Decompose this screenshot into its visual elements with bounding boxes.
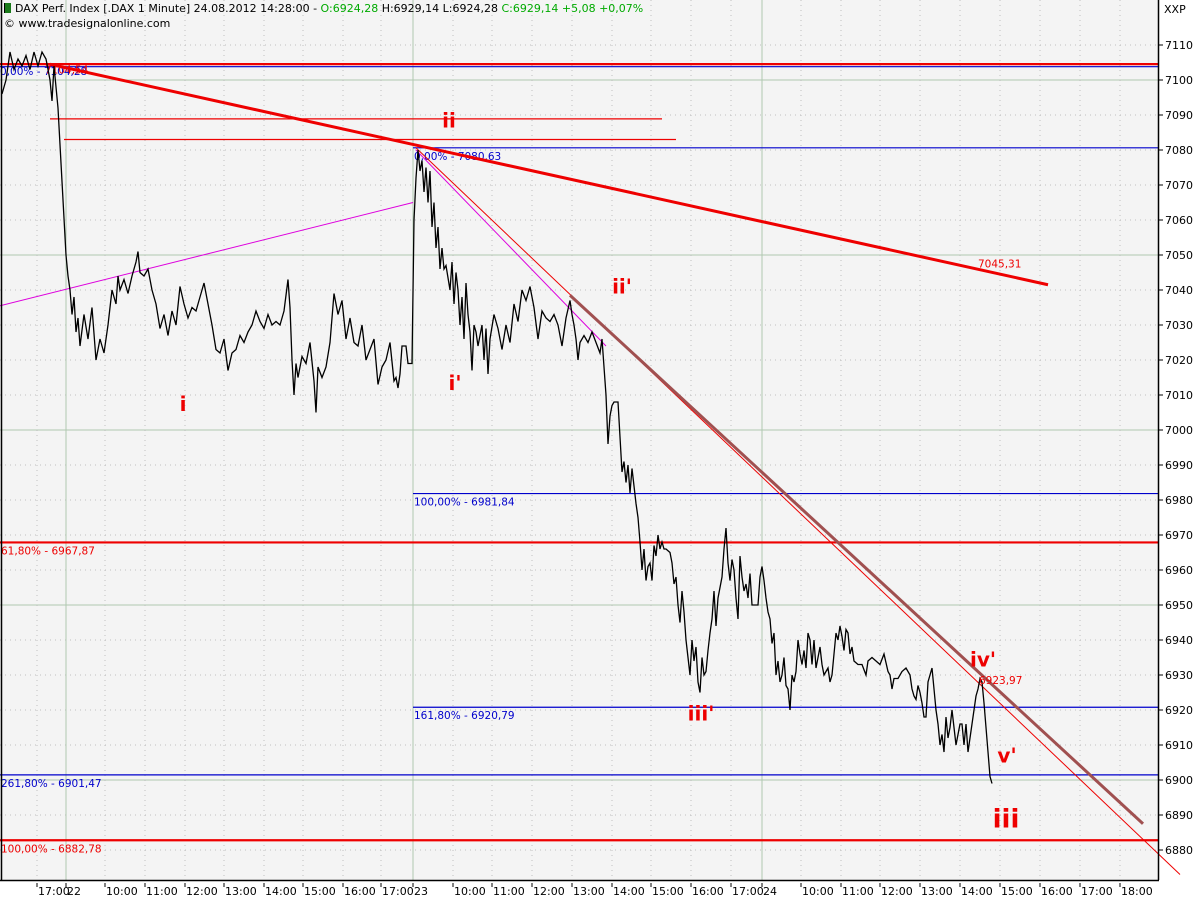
y-tick-label: 6880 [1165, 844, 1193, 857]
y-tick-label: 7030 [1165, 319, 1193, 332]
x-tick-label: 22 [67, 885, 81, 898]
y-tick-label: 7070 [1165, 179, 1193, 192]
x-tick-label: 11:00 [493, 885, 525, 898]
y-tick-label: 7000 [1165, 424, 1193, 437]
wave-label: ii [442, 108, 456, 132]
y-tick-label: 6930 [1165, 669, 1193, 682]
plot-background [0, 0, 1158, 880]
x-tick-label: 17:00 [732, 885, 764, 898]
y-tick-label: 6960 [1165, 564, 1193, 577]
trendline-magenta-up[interactable] [0, 202, 414, 307]
x-tick-label: 12:00 [186, 885, 218, 898]
x-tick-label: 17:00 [382, 885, 414, 898]
fib-label: 100,00% - 6981,84 [414, 497, 515, 509]
trendline-label: 7045,31 [978, 258, 1021, 270]
x-tick-label: 17:00 [1081, 885, 1113, 898]
y-tick-label: 7040 [1165, 284, 1193, 297]
y-tick-label: 6920 [1165, 704, 1193, 717]
trendline-main-downtrend[interactable] [49, 62, 1049, 287]
y-tick-label: 6940 [1165, 634, 1193, 647]
trendline-magenta-down[interactable] [415, 149, 607, 347]
y-tick-label: 7110 [1165, 39, 1193, 52]
y-tick-label: 7090 [1165, 109, 1193, 122]
price-label: 6923,97 [979, 675, 1022, 687]
price-series [1, 50, 993, 784]
y-tick-label: 7100 [1165, 74, 1193, 87]
wave-label: iii' [688, 702, 715, 726]
x-tick-label: 16:00 [1041, 885, 1073, 898]
ohlc-open: O:6924,28 [320, 2, 379, 15]
y-tick-label: 7050 [1165, 249, 1193, 262]
x-tick-label: 13:00 [225, 885, 257, 898]
trendline-thin-red-channel[interactable] [415, 147, 1181, 875]
fib-label: 261,80% - 6901,47 [1, 778, 102, 790]
wave-label: iv' [970, 647, 996, 671]
y-tick-label: 6970 [1165, 529, 1193, 542]
wave-label: i [180, 392, 187, 416]
x-tick-label: 17:00 [38, 885, 70, 898]
wave-label: iii [993, 804, 1020, 834]
ohlc-low: L:6924,28 [442, 2, 498, 15]
y-tick-label: 6980 [1165, 494, 1193, 507]
fib-label: 7104,54 [45, 65, 89, 77]
wave-label: i' [449, 371, 462, 395]
grid [0, 0, 1158, 880]
y-tick-label: 6900 [1165, 774, 1193, 787]
x-tick-label: 15:00 [304, 885, 336, 898]
trendlines: 7045,31 [0, 62, 1181, 875]
x-tick-label: 12:00 [533, 885, 565, 898]
x-tick-label: 13:00 [921, 885, 953, 898]
chart-header: DAX Perf. Index [.DAX 1 Minute] 24.08.20… [4, 2, 643, 15]
wave-label: v' [997, 744, 1016, 768]
y-tick-label: 6990 [1165, 459, 1193, 472]
x-tick-label: 15:00 [1001, 885, 1033, 898]
y-tick-label: 6950 [1165, 599, 1193, 612]
x-tick-label: 24 [763, 885, 777, 898]
x-tick-label: 14:00 [961, 885, 993, 898]
y-tick-label: 7060 [1165, 214, 1193, 227]
trendline-brown-channel[interactable] [568, 294, 1145, 825]
fib-label: 100,00% - 6882,78 [1, 843, 102, 855]
x-tick-label: 10:00 [802, 885, 834, 898]
candle-icon [4, 3, 11, 13]
x-tick-label: 10:00 [106, 885, 138, 898]
x-tick-label: 18:00 [1121, 885, 1153, 898]
y-tick-label: 7020 [1165, 354, 1193, 367]
fib-label: 61,80% - 6967,87 [1, 545, 95, 557]
x-tick-label: 23 [414, 885, 428, 898]
y-tick-label: 6910 [1165, 739, 1193, 752]
fib-label: 161,80% - 6920,79 [414, 710, 515, 722]
axis-unit-label: XXP [1164, 3, 1186, 16]
x-tick-label: 16:00 [692, 885, 724, 898]
ohlc-high: H:6929,14 [381, 2, 440, 15]
x-tick-label: 12:00 [881, 885, 913, 898]
x-tick-label: 10:00 [454, 885, 486, 898]
ohlc-close-change: C:6929,14 +5,08 +0,07% [501, 2, 644, 15]
y-tick-label: 6890 [1165, 809, 1193, 822]
x-tick-label: 14:00 [613, 885, 645, 898]
x-tick-label: 13:00 [573, 885, 605, 898]
wave-label: ii' [612, 275, 632, 299]
x-tick-label: 11:00 [146, 885, 178, 898]
x-tick-label: 15:00 [652, 885, 684, 898]
y-tick-label: 7080 [1165, 144, 1193, 157]
x-tick-label: 14:00 [265, 885, 297, 898]
copyright-text: © www.tradesignalonline.com [4, 17, 171, 30]
price-axis[interactable]: 7110 7100 7090 7080 7070 7060 7050 7040 7030 7020… [1159, 39, 1193, 857]
chart-title: DAX Perf. Index [.DAX 1 Minute] 24.08.20… [15, 2, 321, 15]
x-tick-label: 16:00 [344, 885, 376, 898]
x-tick-label: 11:00 [842, 885, 874, 898]
y-tick-label: 7010 [1165, 389, 1193, 402]
